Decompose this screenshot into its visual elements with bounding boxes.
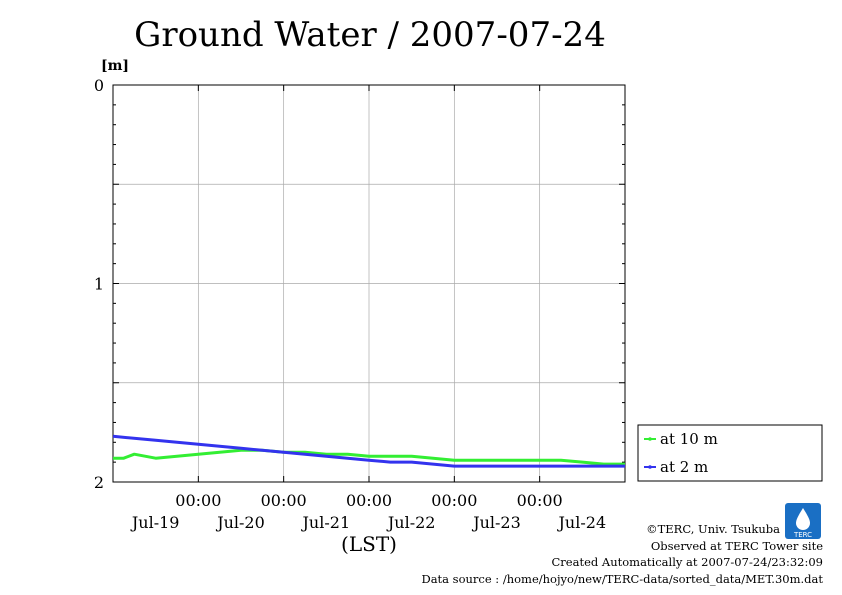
y-tick-labels: 0 1 2 <box>94 76 104 492</box>
x-tick-date-label: Jul-21 <box>301 513 351 532</box>
x-tick-hour-label: 00:00 <box>346 491 392 510</box>
created-timestamp-text: Created Automatically at 2007-07-24/23:3… <box>552 555 824 569</box>
grid-lines <box>113 85 625 482</box>
terc-logo: TERC <box>785 503 821 539</box>
x-axis-label: (LST) <box>341 532 397 556</box>
legend-box <box>637 424 823 482</box>
x-tick-date-label: Jul-20 <box>215 513 265 532</box>
series-line-0 <box>113 448 625 466</box>
observed-site-text: Observed at TERC Tower site <box>651 539 823 553</box>
legend: at 10 m at 2 m <box>637 424 823 482</box>
x-tick-date-label: Jul-23 <box>471 513 521 532</box>
x-tick-date-label: Jul-19 <box>130 513 180 532</box>
legend-marker-2m <box>648 465 652 469</box>
copyright-text: ©TERC, Univ. Tsukuba <box>646 522 780 536</box>
chart-title: Ground Water / 2007-07-24 <box>134 15 606 55</box>
x-tick-hour-label: 00:00 <box>431 491 477 510</box>
series-lines <box>112 434 625 468</box>
series-line-1 <box>112 434 625 468</box>
x-tick-labels: 00:00 00:00 00:00 00:00 00:00 Jul-19 Jul-20 Jul… <box>130 491 606 532</box>
x-tick-date-label: Jul-24 <box>557 513 607 532</box>
y-tick-label: 1 <box>94 275 104 294</box>
axis-ticks <box>113 84 625 483</box>
y-tick-label: 2 <box>94 473 104 492</box>
y-axis-unit-label: [m] <box>101 58 129 74</box>
legend-label-2m: at 2 m <box>660 458 708 476</box>
x-tick-hour-label: 00:00 <box>261 491 307 510</box>
legend-marker-10m <box>648 437 652 441</box>
x-tick-date-label: Jul-22 <box>386 513 436 532</box>
x-tick-hour-label: 00:00 <box>175 491 221 510</box>
y-tick-label: 0 <box>94 76 104 95</box>
legend-label-10m: at 10 m <box>660 430 718 448</box>
x-tick-hour-label: 00:00 <box>517 491 563 510</box>
water-drop-icon <box>796 508 810 530</box>
terc-logo-text: TERC <box>793 531 812 539</box>
data-source-text: Data source : /home/hojyo/new/TERC-data/… <box>421 572 823 586</box>
